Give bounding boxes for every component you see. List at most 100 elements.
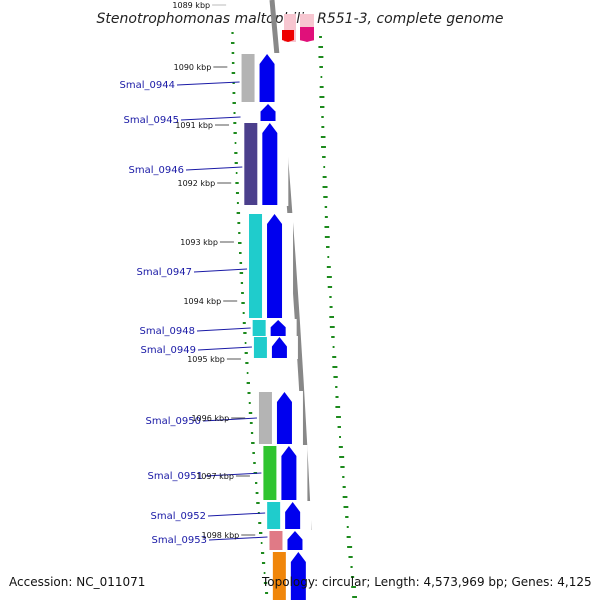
label-leader xyxy=(193,268,248,273)
gc-dot xyxy=(319,36,322,38)
gc-dot xyxy=(239,262,243,264)
cog-block xyxy=(244,123,258,205)
gc-dot xyxy=(232,82,235,84)
cog-block xyxy=(241,54,255,102)
gc-dot xyxy=(339,436,342,438)
cds-arrow[interactable] xyxy=(287,531,303,550)
kbp-label: 1089 kbp xyxy=(172,1,210,10)
gc-dot xyxy=(233,112,236,114)
gc-dot xyxy=(322,186,328,188)
kbp-label: 1090 kbp xyxy=(174,63,212,72)
kbp-label: 1091 kbp xyxy=(175,121,213,130)
gene-label[interactable]: Smal_0951 xyxy=(148,471,203,482)
cds-arrow[interactable] xyxy=(271,337,287,358)
gc-dot xyxy=(346,526,349,528)
label-leader xyxy=(208,536,268,541)
gene-label[interactable]: Smal_0945 xyxy=(124,115,179,126)
gc-dot xyxy=(234,152,238,154)
gc-dot xyxy=(236,202,239,204)
gene-label[interactable]: Smal_0953 xyxy=(152,535,207,546)
gc-dot xyxy=(338,446,343,448)
label-leader xyxy=(185,166,243,171)
gc-dot xyxy=(329,326,335,328)
gc-dot xyxy=(234,142,237,144)
gc-dot xyxy=(326,266,331,268)
gc-dot xyxy=(337,426,341,428)
gc-dot xyxy=(260,552,265,554)
gc-dot xyxy=(333,376,338,378)
cds-arrow[interactable] xyxy=(267,214,283,318)
cds-arrow[interactable] xyxy=(276,392,292,444)
gene-label[interactable]: Smal_0949 xyxy=(141,345,196,356)
gene-label[interactable]: Smal_0950 xyxy=(146,416,201,427)
gc-dot xyxy=(239,272,244,274)
gc-dot xyxy=(319,66,323,68)
gc-dot xyxy=(332,366,338,368)
kbp-label: 1094 kbp xyxy=(183,297,221,306)
gc-dot xyxy=(327,286,333,288)
gc-dot xyxy=(319,96,325,98)
gc-dot xyxy=(241,302,245,304)
cog-block xyxy=(253,337,267,358)
gc-dot xyxy=(247,392,251,394)
cds-arrow[interactable] xyxy=(281,446,297,500)
cds-arrow[interactable] xyxy=(270,320,286,336)
gc-dot xyxy=(347,546,353,548)
gc-dot xyxy=(323,196,328,198)
gc-dot xyxy=(343,506,349,508)
gene-label[interactable]: Smal_0944 xyxy=(120,80,175,91)
cds-arrow[interactable] xyxy=(260,104,276,121)
gc-dot xyxy=(324,206,328,208)
accession-text: Accession: NC_011071 xyxy=(9,575,145,589)
gc-dot xyxy=(231,52,235,54)
gc-dot xyxy=(332,346,335,348)
cds-arrow[interactable] xyxy=(290,552,306,600)
kbp-label: 1092 kbp xyxy=(177,179,215,188)
kbp-label: 1093 kbp xyxy=(180,238,218,247)
gc-dot xyxy=(323,166,326,168)
cds-arrow[interactable] xyxy=(262,123,278,205)
gc-dot xyxy=(340,466,345,468)
gc-dot xyxy=(261,562,266,564)
cog-block xyxy=(267,502,281,529)
gc-dot xyxy=(246,372,249,374)
cds-arrow[interactable] xyxy=(285,502,301,529)
gc-dot xyxy=(335,386,338,388)
gc-dot xyxy=(322,156,326,158)
red-feature xyxy=(282,30,294,42)
gc-dot xyxy=(318,56,324,58)
gene-label[interactable]: Smal_0947 xyxy=(137,267,192,278)
cog-block xyxy=(269,531,283,550)
gc-dot xyxy=(321,146,326,148)
gc-dot xyxy=(326,276,332,278)
gc-dot xyxy=(324,226,330,228)
gc-dot xyxy=(326,246,330,248)
gc-dot xyxy=(335,396,339,398)
gc-dot xyxy=(352,596,357,598)
gc-dot xyxy=(321,116,324,118)
gc-dot xyxy=(235,172,238,174)
gc-dot xyxy=(350,566,353,568)
gc-dot xyxy=(342,486,346,488)
gene-label[interactable]: Smal_0946 xyxy=(129,165,184,176)
gc-dot xyxy=(235,192,239,194)
gc-dot xyxy=(260,542,263,544)
gc-dot xyxy=(320,76,323,78)
gene-label[interactable]: Smal_0948 xyxy=(140,326,195,337)
gc-dot xyxy=(336,416,341,418)
gc-dot xyxy=(351,586,356,588)
cds-arrow[interactable] xyxy=(259,54,275,102)
label-leader xyxy=(197,346,252,351)
gc-dot xyxy=(231,72,236,74)
gc-dot xyxy=(332,356,337,358)
gc-dot xyxy=(320,106,325,108)
gc-dot xyxy=(345,516,349,518)
gc-dot xyxy=(239,252,242,254)
gc-dot xyxy=(331,336,335,338)
gc-dot xyxy=(246,382,250,384)
gc-dot xyxy=(238,242,242,244)
gene-label[interactable]: Smal_0952 xyxy=(151,511,206,522)
topology-text: Topology: circular; Length: 4,573,969 bp… xyxy=(261,575,592,589)
